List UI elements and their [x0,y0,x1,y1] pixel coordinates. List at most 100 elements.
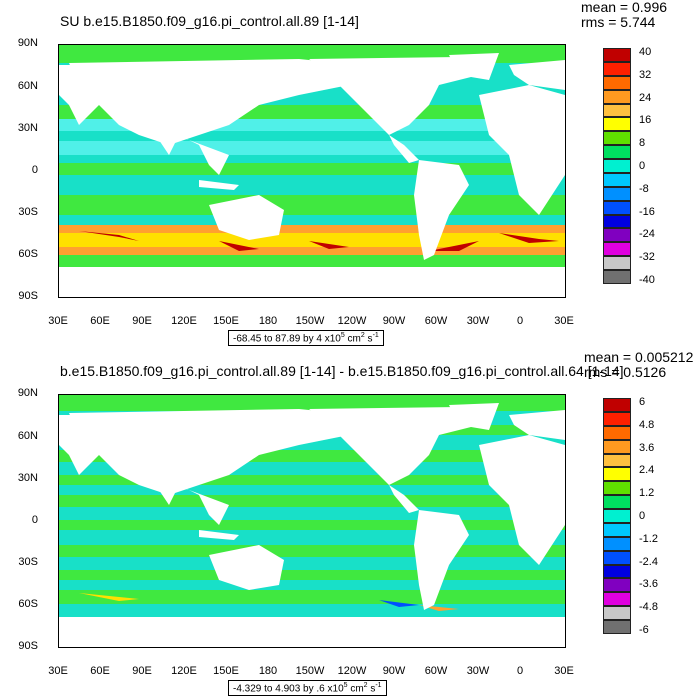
colorbar-swatch [603,48,631,62]
colorbar-label: -1.2 [639,532,658,545]
colorbar-swatch [603,214,631,229]
colorbar: 6 4.8 3.6 2.4 1.2 0 -1.2 -2.4 -3.6 -4.8 -6 [603,396,683,636]
stats-block: mean = 0.996 rms = 5.744 [581,0,667,30]
colorbar-swatch [603,270,631,284]
panel-bottom: b.e15.B1850.f09_g16.pi_control.all.89 [1… [0,350,700,700]
colorbar-swatch [603,411,631,426]
colorbar-label: -16 [639,205,655,218]
colorbar-label: 24 [639,91,652,104]
lon-label: 120E [171,315,197,327]
colorbar-swatch [603,550,631,565]
panel-title: SU b.e15.B1850.f09_g16.pi_control.all.89… [60,13,359,29]
colorbar-label: 32 [639,68,652,81]
lon-label: 180 [258,665,278,677]
colorbar-label: -4.8 [639,601,658,614]
colorbar-label: -40 [639,274,655,286]
lat-label: 60N [17,430,38,442]
colorbar-swatch [603,453,631,468]
lon-label: 0 [516,315,524,327]
colorbar-swatch [603,89,631,104]
colorbar-swatch [603,564,631,579]
colorbar-swatch [603,592,631,607]
lat-label: 30N [17,122,38,134]
colorbar-label: -2.4 [639,555,658,568]
lat-label: 90S [18,290,38,302]
lon-label: 90W [382,665,406,677]
colorbar-swatch [603,242,631,257]
lon-label: 30E [48,315,68,327]
colorbar-swatch [603,439,631,454]
map-svg [59,395,565,647]
colorbar-label: -6 [639,624,649,636]
colorbar-swatch [603,509,631,523]
mean-value: mean = 0.005212 [584,349,694,365]
colorbar-swatch [603,228,631,243]
lat-label: 60S [18,248,38,260]
colorbar-label: 2.4 [639,464,655,477]
lon-label: 60E [90,665,110,677]
lon-label: 150W [295,315,325,327]
stats-block: mean = 0.005212 rms = 0.5126 [584,350,693,380]
lon-label: 90E [132,315,152,327]
lat-label: 60S [18,598,38,610]
lon-label: 0 [516,665,524,677]
mean-value: mean = 0.996 [581,0,668,15]
contour-range-label: -4.329 to 4.903 by .6 x105 cm2 s-1 [228,680,387,697]
colorbar-swatch [603,172,631,187]
colorbar-swatch [603,131,631,146]
panel-top: SU b.e15.B1850.f09_g16.pi_control.all.89… [17,0,683,347]
lon-label: 90W [382,315,406,327]
lat-label: 0 [31,164,38,176]
colorbar-swatch [603,481,631,496]
colorbar-swatch [603,75,631,90]
lon-label: 120W [337,665,367,677]
colorbar-swatch [603,117,631,132]
lon-label: 180 [258,315,278,327]
colorbar-label: 8 [639,137,646,150]
map-plot [58,44,566,298]
colorbar-swatch [603,578,631,593]
colorbar-swatch [603,256,631,271]
colorbar-label: 0 [639,510,646,522]
colorbar-swatch [603,103,631,118]
lon-label: 150E [213,315,239,327]
lat-label: 90S [18,640,38,652]
lon-label: 150E [213,665,239,677]
lon-label: 30E [48,665,68,677]
lon-label: 30W [466,665,490,677]
lat-label: 90N [17,37,38,49]
lon-label: 30E [554,315,574,327]
colorbar-label: 16 [639,114,652,127]
colorbar-label: 3.6 [639,441,655,454]
rms-value: rms = 0.5126 [584,364,667,380]
lat-label: 0 [31,514,38,526]
colorbar-swatch [603,620,631,634]
lon-label: 90E [132,665,152,677]
colorbar: 40 32 24 16 8 0 -8 -16 -24 -32 -40 [603,46,683,286]
colorbar-swatch [603,159,631,173]
colorbar-swatch [603,606,631,621]
map-plot [58,394,566,648]
lon-label: 120E [171,665,197,677]
colorbar-label: 0 [639,160,646,172]
contour-range-label: -68.45 to 87.89 by 4 x105 cm2 s-1 [228,330,384,347]
lon-label: 60E [90,315,110,327]
map-svg [59,45,565,297]
lat-label: 30N [17,472,38,484]
colorbar-label: 40 [639,46,652,58]
colorbar-label: -3.6 [639,578,658,591]
colorbar-swatch [603,522,631,537]
lat-label: 30S [18,556,38,568]
colorbar-label: -32 [639,251,655,264]
lon-label: 30W [466,315,490,327]
colorbar-label: 4.8 [639,418,655,431]
colorbar-swatch [603,536,631,551]
panel-title: b.e15.B1850.f09_g16.pi_control.all.89 [1… [60,363,624,379]
lon-label: 30E [554,665,574,677]
colorbar-label: 6 [639,396,646,408]
colorbar-swatch [603,61,631,76]
lon-label: 60W [424,665,448,677]
colorbar-swatch [603,398,631,412]
colorbar-swatch [603,495,631,510]
colorbar-swatch [603,200,631,215]
